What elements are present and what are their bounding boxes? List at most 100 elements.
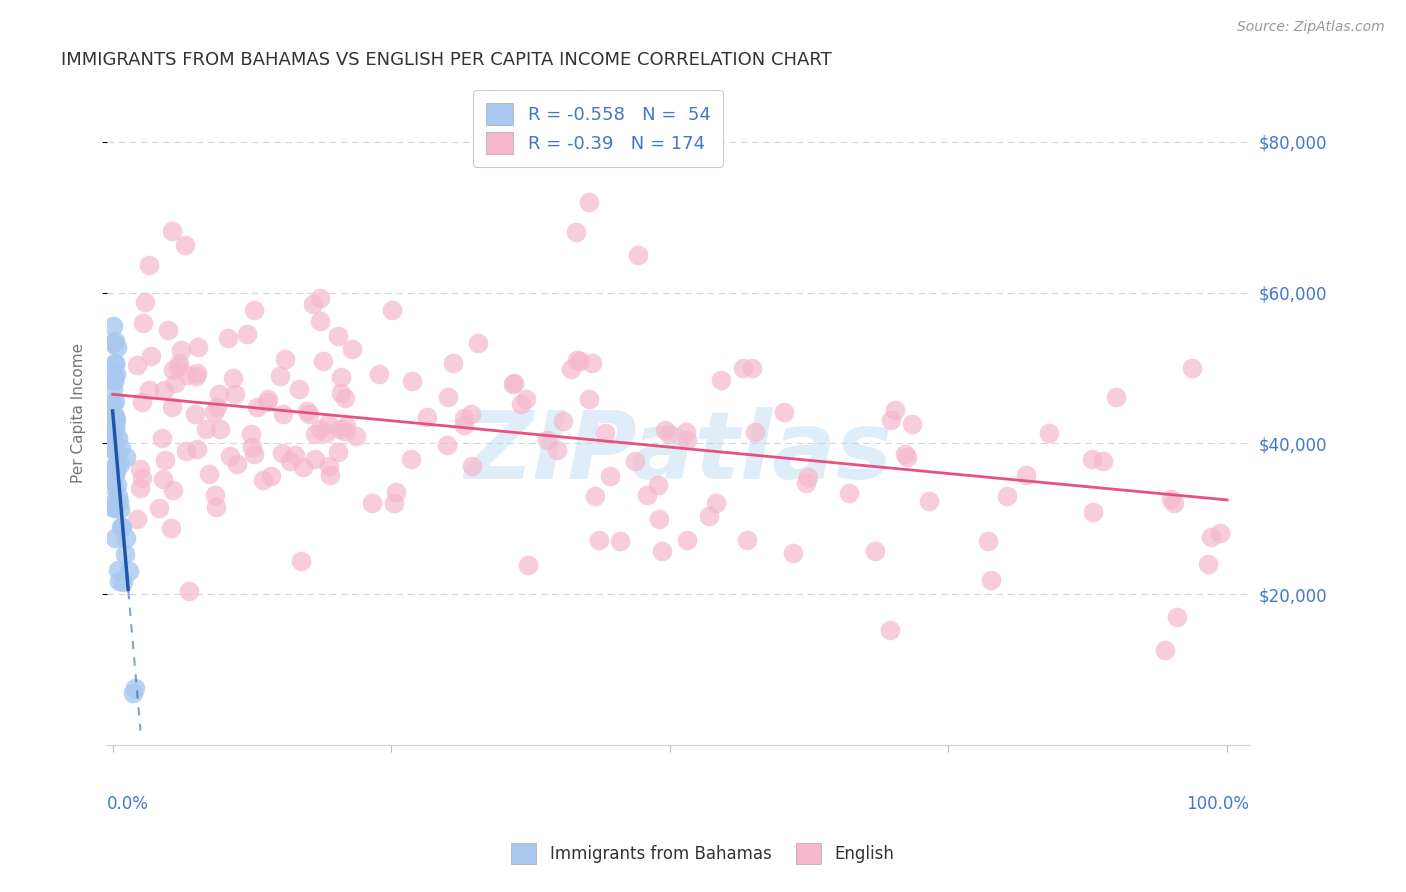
Point: [333, 424, 356, 438]
Point: [510, 397, 533, 411]
Point: [1081, 451, 1104, 466]
Point: [184, 369, 207, 384]
Point: [104, 334, 127, 348]
Point: [980, 574, 1002, 588]
Point: [502, 377, 524, 392]
Point: [105, 445, 128, 459]
Point: [879, 624, 901, 638]
Point: [460, 407, 482, 421]
Point: [330, 386, 353, 401]
Point: [107, 489, 129, 503]
Point: [291, 460, 314, 475]
Point: [1163, 495, 1185, 509]
Point: [894, 446, 917, 460]
Point: [226, 458, 249, 472]
Point: [342, 342, 364, 356]
Point: [284, 448, 307, 462]
Point: [152, 472, 174, 486]
Point: [160, 400, 183, 414]
Point: [104, 464, 127, 478]
Text: ZIPatlas: ZIPatlas: [464, 407, 893, 499]
Point: [104, 421, 127, 435]
Point: [105, 459, 128, 474]
Point: [648, 511, 671, 525]
Point: [593, 425, 616, 440]
Point: [256, 394, 278, 409]
Point: [107, 574, 129, 589]
Point: [129, 462, 152, 476]
Point: [104, 467, 127, 481]
Point: [278, 454, 301, 468]
Point: [304, 451, 326, 466]
Point: [170, 343, 193, 357]
Point: [1105, 390, 1128, 404]
Point: [132, 316, 155, 330]
Point: [157, 323, 180, 337]
Point: [153, 452, 176, 467]
Point: [134, 294, 156, 309]
Point: [103, 480, 125, 494]
Point: [565, 225, 588, 239]
Point: [329, 422, 352, 436]
Y-axis label: Per Capita Income: Per Capita Income: [72, 343, 86, 483]
Point: [217, 331, 239, 345]
Point: [301, 297, 323, 311]
Point: [797, 470, 820, 484]
Point: [304, 426, 326, 441]
Point: [624, 454, 647, 468]
Point: [108, 457, 131, 471]
Point: [578, 194, 600, 209]
Point: [207, 400, 229, 414]
Point: [104, 369, 127, 384]
Point: [103, 408, 125, 422]
Point: [744, 425, 766, 439]
Point: [837, 485, 859, 500]
Point: [896, 450, 918, 464]
Point: [150, 431, 173, 445]
Point: [176, 443, 198, 458]
Point: [503, 376, 526, 391]
Point: [381, 302, 404, 317]
Point: [599, 469, 621, 483]
Point: [104, 356, 127, 370]
Point: [1154, 642, 1177, 657]
Point: [127, 512, 149, 526]
Point: [224, 386, 246, 401]
Point: [326, 329, 349, 343]
Point: [271, 407, 294, 421]
Point: [794, 476, 817, 491]
Point: [461, 458, 484, 473]
Point: [326, 445, 349, 459]
Point: [318, 459, 340, 474]
Point: [883, 402, 905, 417]
Point: [107, 494, 129, 508]
Point: [568, 354, 591, 368]
Point: [186, 366, 208, 380]
Point: [176, 368, 198, 382]
Point: [103, 468, 125, 483]
Point: [335, 419, 357, 434]
Point: [308, 422, 330, 436]
Point: [1081, 505, 1104, 519]
Text: Source: ZipAtlas.com: Source: ZipAtlas.com: [1237, 20, 1385, 34]
Point: [159, 521, 181, 535]
Point: [184, 408, 207, 422]
Point: [115, 531, 138, 545]
Point: [101, 397, 124, 411]
Point: [104, 445, 127, 459]
Point: [173, 237, 195, 252]
Point: [658, 427, 681, 442]
Point: [636, 488, 658, 502]
Point: [103, 420, 125, 434]
Point: [104, 418, 127, 433]
Point: [288, 382, 311, 396]
Point: [236, 326, 259, 341]
Point: [107, 431, 129, 445]
Point: [103, 434, 125, 449]
Point: [295, 404, 318, 418]
Point: [103, 501, 125, 516]
Point: [453, 411, 475, 425]
Point: [138, 259, 160, 273]
Point: [269, 368, 291, 383]
Point: [516, 558, 538, 572]
